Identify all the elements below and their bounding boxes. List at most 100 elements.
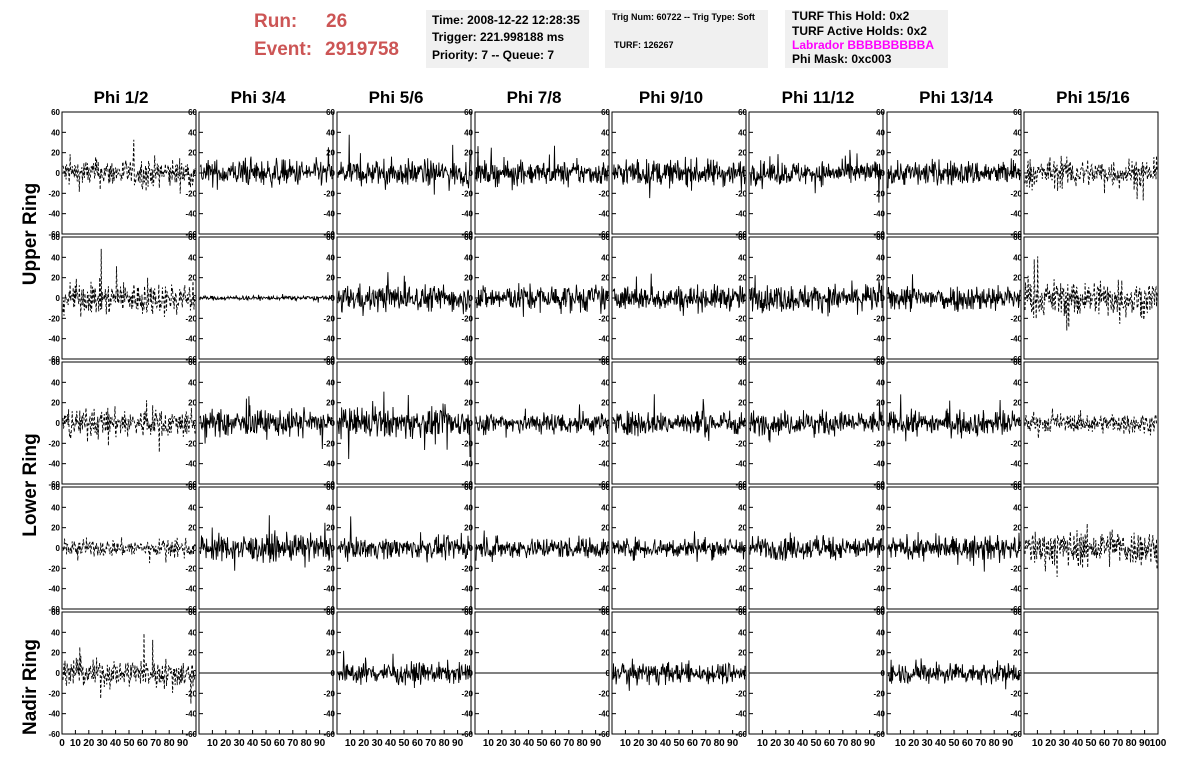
panel-r3-c3-ytick-label: 20 [326,399,335,408]
panel-r2-c1-ytick-label: -60 [48,355,60,364]
panel-r2-c7-ytick-label: -60 [873,355,885,364]
panel-r4-c1-trace [62,537,196,564]
panel-r1-c3-ytick-label: 0 [331,169,336,178]
panel-r2-c7-ytick-label: 40 [876,253,885,262]
xtick-label-c5-60: 60 [687,738,699,749]
panel-r5-c5-trace [612,658,746,691]
panel-r1-c5-ytick-label: 0 [606,169,611,178]
xtick-label-c3-50: 50 [398,738,410,749]
panel-r1-c4-ytick-label: 60 [464,108,473,117]
panel-r3-c7-trace [887,394,1021,442]
panel-r4-c3-ytick-label: -40 [323,585,335,594]
panel-r3-c1-ytick-label: 60 [51,358,60,367]
panel-r5-c7-ytick-label: 20 [876,649,885,658]
panel-r3-c7-ytick-label: 60 [876,358,885,367]
panel-r3-c2-ytick-label: -60 [185,480,197,489]
panel-r5-c3-trace [337,650,471,689]
xtick-label-c6-30: 30 [784,738,796,749]
panel-r2-c1-frame [61,236,197,360]
panel-r1-c8-ytick-label: 40 [1013,128,1022,137]
panel-r4-c4-trace [475,530,609,563]
panel-r4-c6-ytick-label: -20 [735,564,747,573]
panel-r1-c5-ytick-label: 40 [601,128,610,137]
xtick-label-c8-40: 40 [1072,738,1084,749]
event-label: Event: [254,39,313,60]
panel-r4-c5-ytick-label: -40 [598,585,610,594]
panel-r2-c6-ytick-label: 20 [738,274,747,283]
xtick-label-c8-100: 100 [1150,738,1167,749]
panel-r2-c1-trace [62,248,196,318]
panel-r2-c8-ytick-label: 60 [1013,233,1022,242]
panel-r4-c7-ytick-label: -40 [873,585,885,594]
panel-r3-c1-ytick-label: -40 [48,460,60,469]
xtick-label-c8-10: 10 [1032,738,1044,749]
panel-r5-c8-ytick-label: 20 [1013,649,1022,658]
xtick-label-c1-10: 10 [70,738,82,749]
panel-r5-c7-ytick-label: -60 [873,730,885,739]
priority-text: Priority: 7 -- Queue: 7 [432,48,555,62]
panel-r4-c7-ytick-label: -20 [873,564,885,573]
xtick-label-c5-70: 70 [700,738,712,749]
panel-r4-c8-ytick-label: -40 [1010,585,1022,594]
panel-r3-c8-ytick-label: -20 [1010,439,1022,448]
xtick-label-c3-60: 60 [412,738,424,749]
col-title-phi-9-10: Phi 9/10 [638,88,704,107]
xtick-label-c2-30: 30 [234,738,246,749]
panel-r3-c3-ytick-label: 0 [331,419,336,428]
panel-r3-c5-ytick-label: 40 [601,378,610,387]
xtick-label-c6-70: 70 [837,738,849,749]
panel-r5-c6-ytick-label: -20 [735,689,747,698]
panel-r5-c3-ytick-label: -40 [323,710,335,719]
panel-r2-c8-ytick-label: -60 [1010,355,1022,364]
panel-r4-c6-trace [749,532,883,561]
xtick-label-c1-50: 50 [123,738,135,749]
xtick-label-c6-40: 40 [797,738,809,749]
trig-num-text: Trig Num: 60722 -- Trig Type: Soft [612,12,755,22]
panel-r1-c7-ytick-label: -40 [873,210,885,219]
xtick-label-c1-70: 70 [150,738,162,749]
panel-r5-c2-ytick-label: 0 [193,669,198,678]
panel-r5-c8-ytick-label: -20 [1010,689,1022,698]
panel-r3-c1-ytick-label: 20 [51,399,60,408]
xtick-label-c2-70: 70 [287,738,299,749]
panel-r1-c1-ytick-label: 20 [51,149,60,158]
xtick-label-c8-20: 20 [1045,738,1057,749]
xtick-label-c1-60: 60 [137,738,149,749]
panel-r2-c8-trace [1024,256,1158,331]
panel-r2-c2-ytick-label: 40 [188,253,197,262]
panel-r2-c5-ytick-label: -20 [598,314,610,323]
panel-r5-c2-ytick-label: 40 [188,628,197,637]
panel-r3-c4-ytick-label: -20 [461,439,473,448]
panel-r4-c2-ytick-label: -40 [185,585,197,594]
panel-r3-c8-trace [1024,408,1158,439]
panel-r5-c2-ytick-label: 60 [188,608,197,617]
xtick-label-c7-70: 70 [975,738,987,749]
panel-r2-c7-ytick-label: 0 [881,294,886,303]
xtick-label-c7-30: 30 [922,738,934,749]
panel-r3-c2-ytick-label: 40 [188,378,197,387]
panel-r1-c6-ytick-label: 60 [738,108,747,117]
xtick-label-c3-80: 80 [439,738,451,749]
panel-r4-c3-trace [337,516,471,563]
panel-r4-c1-ytick-label: 0 [56,544,61,553]
panel-r3-c8-ytick-label: 20 [1013,399,1022,408]
panel-r5-c6-ytick-label: -60 [735,730,747,739]
panel-r2-c5-ytick-label: -60 [598,355,610,364]
xtick-label-c8-70: 70 [1112,738,1124,749]
panel-r2-c6-ytick-label: -20 [735,314,747,323]
xtick-label-c2-90: 90 [314,738,326,749]
panel-r1-c7-ytick-label: 20 [876,149,885,158]
panel-r5-c3-ytick-label: 0 [331,669,336,678]
panel-r2-c7-ytick-label: -40 [873,335,885,344]
panel-r3-c3-ytick-label: -60 [323,480,335,489]
panel-r2-c1-ytick-label: 20 [51,274,60,283]
panel-r3-c1-ytick-label: 0 [56,419,61,428]
panel-r3-c1-ytick-label: -60 [48,480,60,489]
panel-r5-c5-ytick-label: -60 [598,730,610,739]
panel-r3-c7-ytick-label: 0 [881,419,886,428]
col-title-phi-11-12: Phi 11/12 [781,88,855,107]
panel-r5-c8-ytick-label: 0 [1018,669,1023,678]
panel-r3-c2-ytick-label: 0 [193,419,198,428]
panel-r2-c3-ytick-label: 40 [326,253,335,262]
